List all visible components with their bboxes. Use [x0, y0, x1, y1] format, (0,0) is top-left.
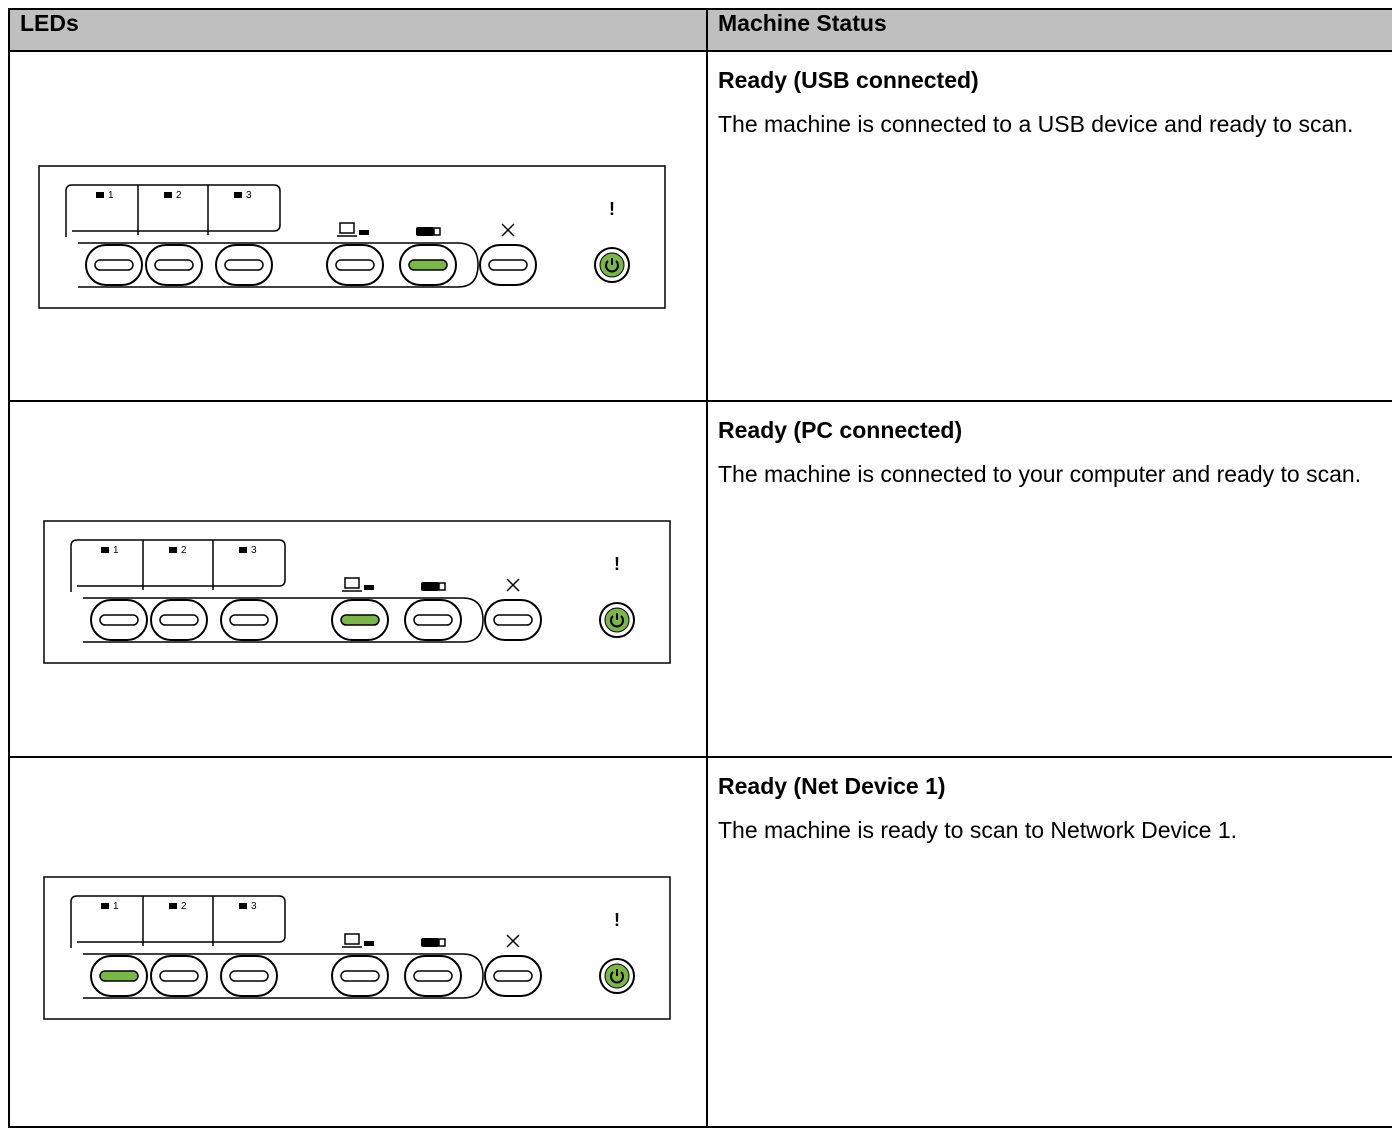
- pc-icon: [364, 585, 374, 590]
- stop-icon: [501, 223, 515, 237]
- pc-icon: [364, 941, 374, 946]
- usb-icon: [416, 227, 434, 236]
- led: [94, 259, 134, 271]
- network-icon: [101, 547, 109, 553]
- status-title: Ready (Net Device 1): [718, 773, 946, 799]
- button-group: [78, 242, 479, 288]
- led: [224, 259, 264, 271]
- tab-box: [70, 895, 286, 948]
- tab-label: 3: [251, 901, 257, 912]
- stop-icon: [506, 934, 520, 948]
- network-icon: [169, 903, 177, 909]
- status-cell: Ready (PC connected) The machine is conne…: [706, 400, 1392, 758]
- led-cell: 1 2 3!: [8, 400, 708, 758]
- led: [340, 614, 380, 626]
- panel-frame: [38, 165, 666, 309]
- status-cell: Ready (Net Device 1) The machine is ready…: [706, 756, 1392, 1128]
- row: 1 2 3! Ready (USB connected) The machine is…: [8, 50, 1392, 402]
- network-icon: [169, 547, 177, 553]
- status-title: Ready (PC connected): [718, 417, 963, 443]
- network-icon: [239, 903, 247, 909]
- usb-icon: [438, 938, 446, 947]
- button-group: [83, 597, 484, 643]
- alert-icon: !: [609, 199, 615, 219]
- row: 1 2 3! Ready (PC connected) The machine is …: [8, 400, 1392, 758]
- usb-icon: [421, 582, 439, 591]
- status-text: The machine is ready to scan to Network …: [718, 817, 1238, 843]
- led: [159, 614, 199, 626]
- header-cell: LEDs: [8, 8, 708, 52]
- panel-frame: [43, 876, 671, 1020]
- usb-icon: [438, 582, 446, 591]
- led-table: LEDs Machine Status 1 2 3! Ready (USB conn…: [8, 8, 1392, 1128]
- alert-icon: !: [614, 554, 620, 574]
- panel-frame: [43, 520, 671, 664]
- led: [159, 970, 199, 982]
- status-text: The machine is connected to a USB device…: [718, 111, 1354, 137]
- pc-icon: [339, 222, 355, 234]
- led: [493, 614, 533, 626]
- tab-label: 3: [246, 190, 252, 201]
- tab-box: [70, 539, 286, 592]
- pc-icon: [344, 933, 360, 945]
- led-panel: 1 2 3!: [38, 165, 666, 309]
- led: [99, 614, 139, 626]
- led: [99, 970, 139, 982]
- power-icon: [610, 969, 624, 984]
- tab-label: 1: [113, 901, 119, 912]
- alert-icon: !: [614, 910, 620, 930]
- network-icon: [239, 547, 247, 553]
- stop-icon: [506, 578, 520, 592]
- usb-icon: [433, 227, 441, 236]
- led: [229, 614, 269, 626]
- pc-icon: [359, 230, 369, 235]
- led: [229, 970, 269, 982]
- led: [493, 970, 533, 982]
- power-icon: [605, 258, 619, 273]
- tab-label: 2: [181, 545, 187, 556]
- led: [154, 259, 194, 271]
- row: 1 2 3! Ready (Net Device 1) The machine is …: [8, 756, 1392, 1128]
- network-icon: [96, 192, 104, 198]
- status-cell: Ready (USB connected) The machine is conn…: [706, 50, 1392, 402]
- led: [413, 970, 453, 982]
- led-panel: 1 2 3!: [43, 876, 671, 1020]
- led-cell: 1 2 3!: [8, 756, 708, 1128]
- tab-label: 2: [176, 190, 182, 201]
- tab-label: 2: [181, 901, 187, 912]
- header-row: LEDs Machine Status: [8, 8, 1392, 52]
- led: [413, 614, 453, 626]
- pc-icon: [344, 577, 360, 589]
- network-icon: [164, 192, 172, 198]
- tab-label: 1: [108, 190, 114, 201]
- tab-label: 3: [251, 545, 257, 556]
- led: [340, 970, 380, 982]
- led: [335, 259, 375, 271]
- led-panel: 1 2 3!: [43, 520, 671, 664]
- power-icon: [610, 613, 624, 628]
- tab-box: [65, 184, 281, 237]
- button-group: [83, 953, 484, 999]
- status-title: Ready (USB connected): [718, 67, 979, 93]
- tab-label: 1: [113, 545, 119, 556]
- network-icon: [234, 192, 242, 198]
- led-cell: 1 2 3!: [8, 50, 708, 402]
- led: [488, 259, 528, 271]
- led: [408, 259, 448, 271]
- status-text: The machine is connected to your compute…: [718, 461, 1362, 487]
- usb-icon: [421, 938, 439, 947]
- network-icon: [101, 903, 109, 909]
- header-cell: Machine Status: [706, 8, 1392, 52]
